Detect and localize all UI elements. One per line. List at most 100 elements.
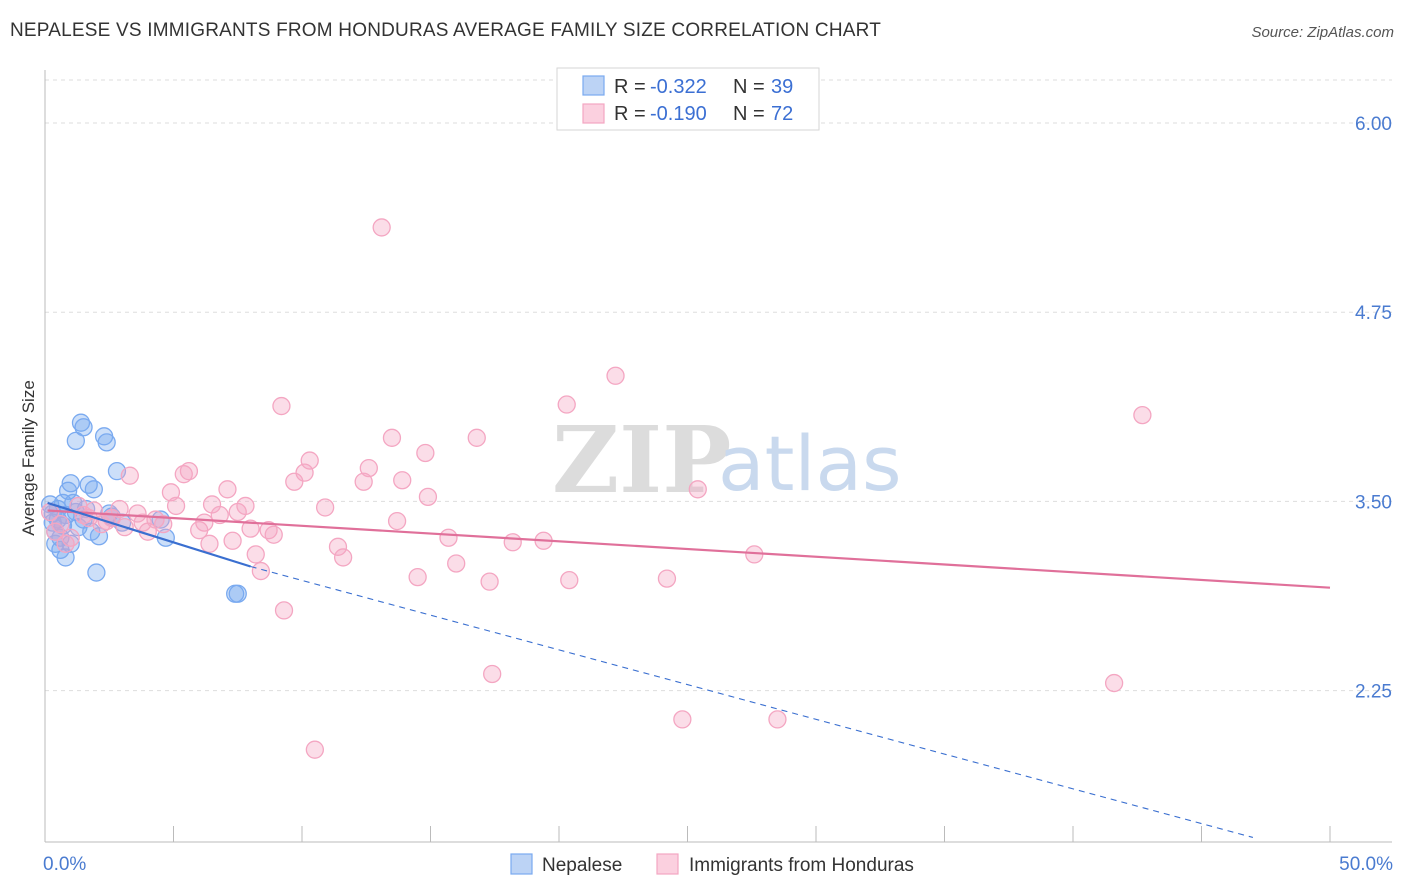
y-tick-label-1: 3.50 — [1355, 492, 1392, 513]
point-honduras-49 — [372, 218, 391, 237]
point-honduras-53 — [408, 567, 427, 587]
point-honduras-44 — [315, 498, 335, 517]
point-honduras-43 — [305, 740, 325, 759]
point-honduras-50 — [382, 428, 402, 447]
legend-r-value-nepalese: -0.322 — [650, 76, 707, 98]
point-nepalese-15 — [61, 474, 80, 493]
point-honduras-45 — [328, 537, 348, 556]
point-honduras-48 — [359, 458, 378, 478]
point-honduras-21 — [166, 496, 186, 516]
point-honduras-2 — [51, 514, 70, 534]
legend-n-value-nepalese: 39 — [771, 76, 793, 98]
point-honduras-70 — [768, 710, 787, 729]
x-tick-label-1: 50.0% — [1339, 854, 1393, 875]
point-honduras-64 — [560, 570, 579, 590]
point-honduras-40 — [285, 472, 304, 491]
series-honduras-points — [40, 218, 1152, 759]
bottom-legend-label-nepalese: Nepalese — [542, 855, 622, 876]
watermark-atlas: atlas — [718, 419, 902, 508]
y-tick-labels: 2.25 3.50 4.75 6.00 — [1355, 114, 1392, 703]
point-honduras-51 — [387, 511, 407, 531]
top-legend: R = -0.322 N = 39 R = -0.190 N = 72 — [556, 67, 820, 131]
trend-line-nepalese — [47, 501, 251, 568]
legend-r-value-honduras: -0.190 — [650, 103, 707, 125]
point-honduras-20 — [161, 483, 181, 502]
point-honduras-52 — [393, 471, 412, 490]
point-honduras-4 — [61, 528, 80, 547]
point-honduras-60 — [483, 664, 502, 684]
legend-r-label-nepalese: R = — [614, 76, 646, 98]
point-nepalese-26 — [84, 480, 103, 499]
point-honduras-47 — [354, 472, 373, 491]
point-honduras-59 — [480, 572, 499, 591]
bottom-legend-swatch-nepalese — [510, 853, 533, 875]
x-tick-labels: 0.0% 50.0% — [43, 854, 1393, 875]
point-honduras-37 — [264, 525, 283, 544]
bottom-legend-label-honduras: Immigrants from Honduras — [689, 855, 914, 876]
bottom-legend: Nepalese Immigrants from Honduras — [510, 853, 914, 876]
point-honduras-29 — [218, 480, 237, 499]
point-honduras-15 — [128, 504, 147, 523]
point-nepalese-14 — [61, 534, 80, 553]
point-honduras-22 — [174, 465, 193, 484]
point-honduras-14 — [120, 466, 139, 485]
point-honduras-68 — [688, 480, 707, 499]
point-honduras-58 — [467, 428, 486, 447]
point-honduras-39 — [274, 601, 294, 620]
point-nepalese-38 — [228, 584, 247, 603]
y-tick-label-0: 2.25 — [1355, 682, 1392, 703]
point-honduras-65 — [606, 366, 625, 385]
point-honduras-9 — [92, 514, 111, 534]
point-honduras-12 — [110, 499, 129, 519]
point-nepalese-27 — [87, 563, 106, 582]
point-honduras-32 — [236, 496, 255, 516]
point-honduras-46 — [333, 548, 353, 567]
point-honduras-63 — [557, 395, 576, 414]
x-tick-label-0: 0.0% — [43, 854, 86, 875]
chart-source: Source: ZipAtlas.com — [1251, 24, 1394, 41]
point-honduras-19 — [154, 514, 173, 534]
point-honduras-35 — [251, 561, 271, 581]
point-honduras-30 — [223, 531, 242, 550]
point-honduras-67 — [673, 710, 692, 729]
y-tick-label-3: 6.00 — [1355, 114, 1392, 135]
legend-n-label-nepalese: N = — [733, 76, 765, 98]
point-honduras-56 — [439, 528, 458, 547]
watermark: ZIP atlas — [552, 406, 902, 514]
point-nepalese-21 — [74, 418, 93, 437]
point-honduras-23 — [179, 461, 199, 481]
trend-line-honduras — [47, 509, 1331, 589]
legend-n-value-honduras: 72 — [771, 103, 793, 125]
point-nepalese-12 — [56, 548, 75, 567]
point-honduras-54 — [416, 443, 435, 463]
legend-swatch-honduras — [582, 103, 605, 124]
point-honduras-34 — [246, 545, 265, 564]
legend-n-label-honduras: N = — [733, 103, 765, 125]
point-honduras-28 — [210, 505, 229, 525]
axes — [44, 70, 1392, 843]
point-honduras-25 — [195, 513, 214, 532]
point-honduras-55 — [418, 487, 438, 507]
point-honduras-71 — [1104, 673, 1124, 693]
point-honduras-38 — [272, 396, 291, 416]
chart-title: NEPALESE VS IMMIGRANTS FROM HONDURAS AVE… — [10, 20, 882, 41]
trend-lines — [47, 501, 1331, 838]
watermark-zip: ZIP — [552, 406, 731, 514]
grid-lines — [45, 79, 1392, 692]
point-honduras-66 — [657, 569, 677, 588]
point-honduras-26 — [200, 534, 219, 553]
point-honduras-42 — [300, 451, 319, 470]
point-nepalese-30 — [97, 433, 116, 452]
trend-line-nepalese-extension — [250, 565, 1254, 838]
bottom-legend-swatch-honduras — [656, 853, 679, 875]
point-honduras-61 — [503, 533, 522, 552]
legend-swatch-nepalese — [582, 75, 605, 96]
point-honduras-8 — [84, 501, 103, 520]
point-honduras-72 — [1133, 405, 1152, 425]
y-axis-label: Average Family Size — [19, 380, 38, 536]
legend-r-label-honduras: R = — [614, 103, 646, 125]
point-honduras-33 — [241, 519, 260, 538]
point-honduras-57 — [447, 554, 466, 573]
point-nepalese-17 — [66, 431, 85, 451]
